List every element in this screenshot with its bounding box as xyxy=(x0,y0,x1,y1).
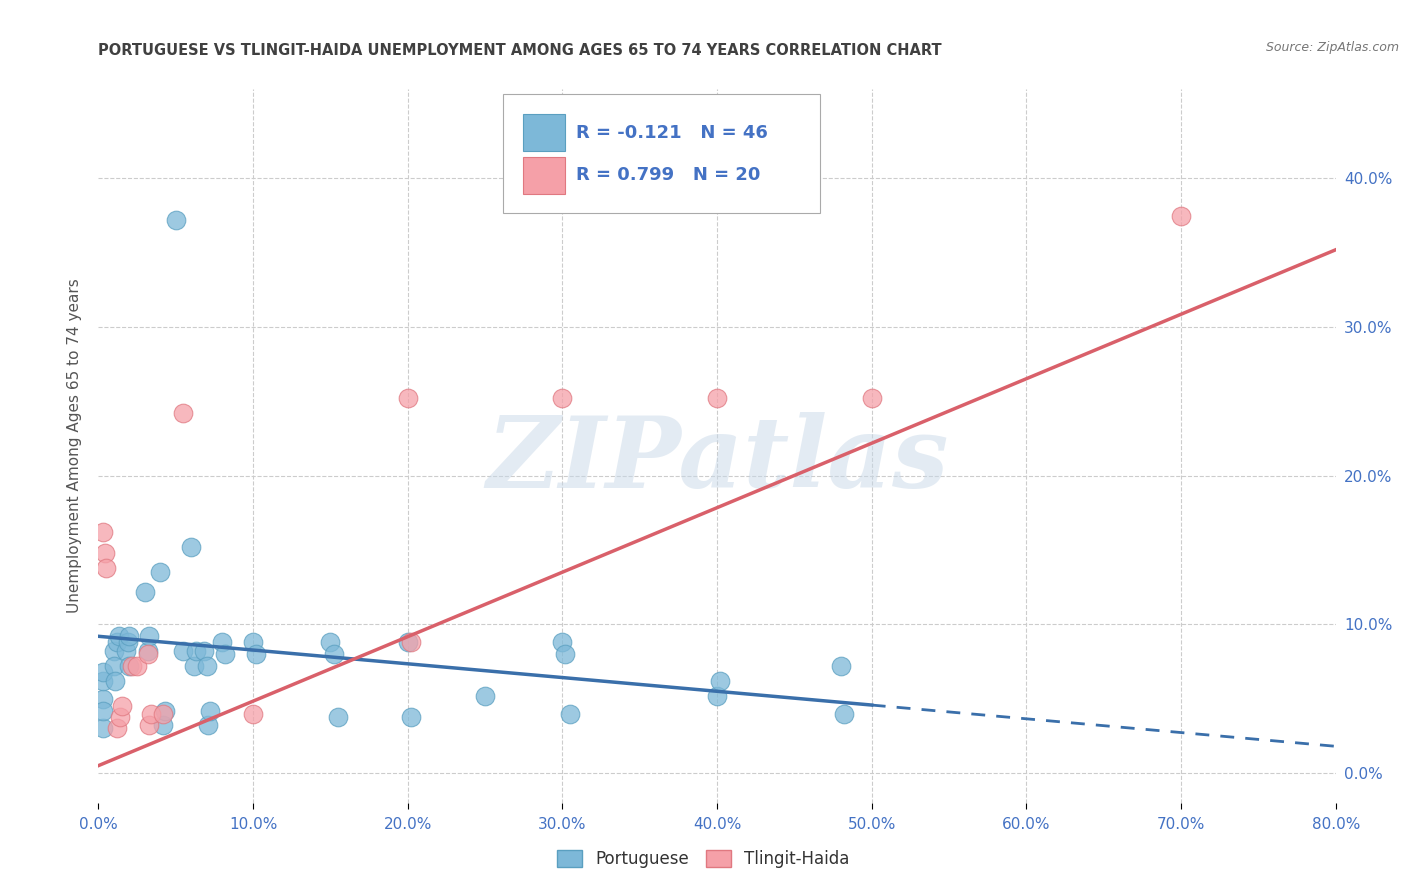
Point xyxy=(197,718,219,732)
Point xyxy=(91,722,114,736)
Point xyxy=(706,689,728,703)
Point xyxy=(103,644,125,658)
Legend: Portuguese, Tlingit-Haida: Portuguese, Tlingit-Haida xyxy=(550,843,856,875)
Point xyxy=(474,689,496,703)
Point xyxy=(211,635,233,649)
Point xyxy=(193,644,215,658)
Point xyxy=(139,706,162,721)
Point xyxy=(322,647,344,661)
Point xyxy=(103,659,125,673)
Point xyxy=(551,635,574,649)
Point xyxy=(115,644,138,658)
Point xyxy=(551,392,574,406)
Point xyxy=(560,706,582,721)
Point xyxy=(832,706,855,721)
Text: PORTUGUESE VS TLINGIT-HAIDA UNEMPLOYMENT AMONG AGES 65 TO 74 YEARS CORRELATION C: PORTUGUESE VS TLINGIT-HAIDA UNEMPLOYMENT… xyxy=(98,43,942,58)
Point xyxy=(198,704,221,718)
Point xyxy=(111,699,134,714)
Point xyxy=(183,659,205,673)
Point xyxy=(396,392,419,406)
Text: R = -0.121   N = 46: R = -0.121 N = 46 xyxy=(576,125,768,143)
Point xyxy=(93,546,115,560)
FancyBboxPatch shape xyxy=(523,114,565,152)
Y-axis label: Unemployment Among Ages 65 to 74 years: Unemployment Among Ages 65 to 74 years xyxy=(67,278,83,614)
Point xyxy=(127,659,149,673)
Point xyxy=(399,709,422,723)
Point xyxy=(105,635,128,649)
FancyBboxPatch shape xyxy=(503,95,820,212)
Point xyxy=(117,635,139,649)
Point xyxy=(830,659,852,673)
Point xyxy=(91,691,114,706)
Point xyxy=(1170,209,1192,223)
Text: ZIPatlas: ZIPatlas xyxy=(486,412,948,508)
Point xyxy=(860,392,883,406)
Point xyxy=(104,673,127,688)
Point xyxy=(706,392,728,406)
FancyBboxPatch shape xyxy=(523,157,565,194)
Point xyxy=(242,635,264,649)
Point xyxy=(554,647,576,661)
Point xyxy=(91,673,114,688)
Point xyxy=(319,635,342,649)
Point xyxy=(326,709,350,723)
Point xyxy=(245,647,267,661)
Point xyxy=(107,629,129,643)
Point xyxy=(152,718,174,732)
Point xyxy=(138,718,160,732)
Point xyxy=(396,635,419,649)
Point xyxy=(91,704,114,718)
Point xyxy=(134,584,156,599)
Point xyxy=(153,704,176,718)
Point xyxy=(136,647,159,661)
Point xyxy=(173,644,195,658)
Point xyxy=(118,659,141,673)
Point xyxy=(709,673,731,688)
Point xyxy=(184,644,207,658)
Point xyxy=(195,659,218,673)
Point xyxy=(121,659,143,673)
Point xyxy=(173,406,195,420)
Point xyxy=(152,706,174,721)
Point xyxy=(214,647,236,661)
Point xyxy=(242,706,264,721)
Point xyxy=(149,566,172,580)
Point xyxy=(118,629,141,643)
Point xyxy=(138,629,160,643)
Point xyxy=(180,540,202,554)
Point xyxy=(399,635,422,649)
Point xyxy=(136,644,159,658)
Point xyxy=(108,709,131,723)
Text: R = 0.799   N = 20: R = 0.799 N = 20 xyxy=(576,166,761,184)
Point xyxy=(165,213,187,227)
Point xyxy=(105,722,128,736)
Point xyxy=(96,561,118,575)
Point xyxy=(91,665,114,679)
Point xyxy=(91,525,114,540)
Text: Source: ZipAtlas.com: Source: ZipAtlas.com xyxy=(1265,40,1399,54)
